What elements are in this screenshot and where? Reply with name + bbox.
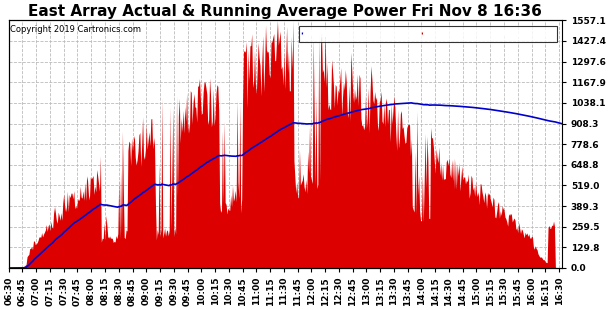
- Legend: Average  (DC Watts), East Array  (DC Watts): Average (DC Watts), East Array (DC Watts…: [300, 25, 556, 42]
- Text: Copyright 2019 Cartronics.com: Copyright 2019 Cartronics.com: [10, 25, 141, 34]
- Title: East Array Actual & Running Average Power Fri Nov 8 16:36: East Array Actual & Running Average Powe…: [28, 4, 542, 19]
